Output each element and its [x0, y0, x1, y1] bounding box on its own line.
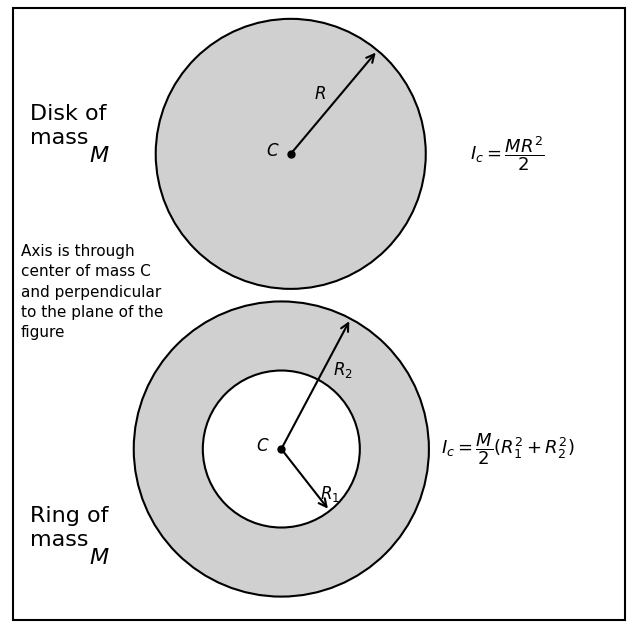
- Text: $I_c = \dfrac{M}{2}(R_1^2 + R_2^2)$: $I_c = \dfrac{M}{2}(R_1^2 + R_2^2)$: [441, 431, 574, 467]
- Text: $M$: $M$: [89, 146, 109, 166]
- Text: $C$: $C$: [256, 437, 270, 455]
- Circle shape: [156, 19, 426, 289]
- Text: $R_1$: $R_1$: [320, 484, 339, 504]
- Text: Axis is through
center of mass C
and perpendicular
to the plane of the
figure: Axis is through center of mass C and per…: [20, 244, 163, 340]
- Text: Ring of
mass: Ring of mass: [30, 506, 108, 550]
- Text: $R_2$: $R_2$: [333, 360, 353, 381]
- Circle shape: [134, 301, 429, 597]
- Text: $C$: $C$: [266, 142, 279, 160]
- Text: Disk of
mass: Disk of mass: [30, 104, 107, 148]
- Text: $I_c = \dfrac{MR^2}{2}$: $I_c = \dfrac{MR^2}{2}$: [470, 134, 545, 173]
- Circle shape: [203, 371, 360, 528]
- Text: $M$: $M$: [89, 548, 109, 568]
- Text: $R$: $R$: [314, 85, 326, 103]
